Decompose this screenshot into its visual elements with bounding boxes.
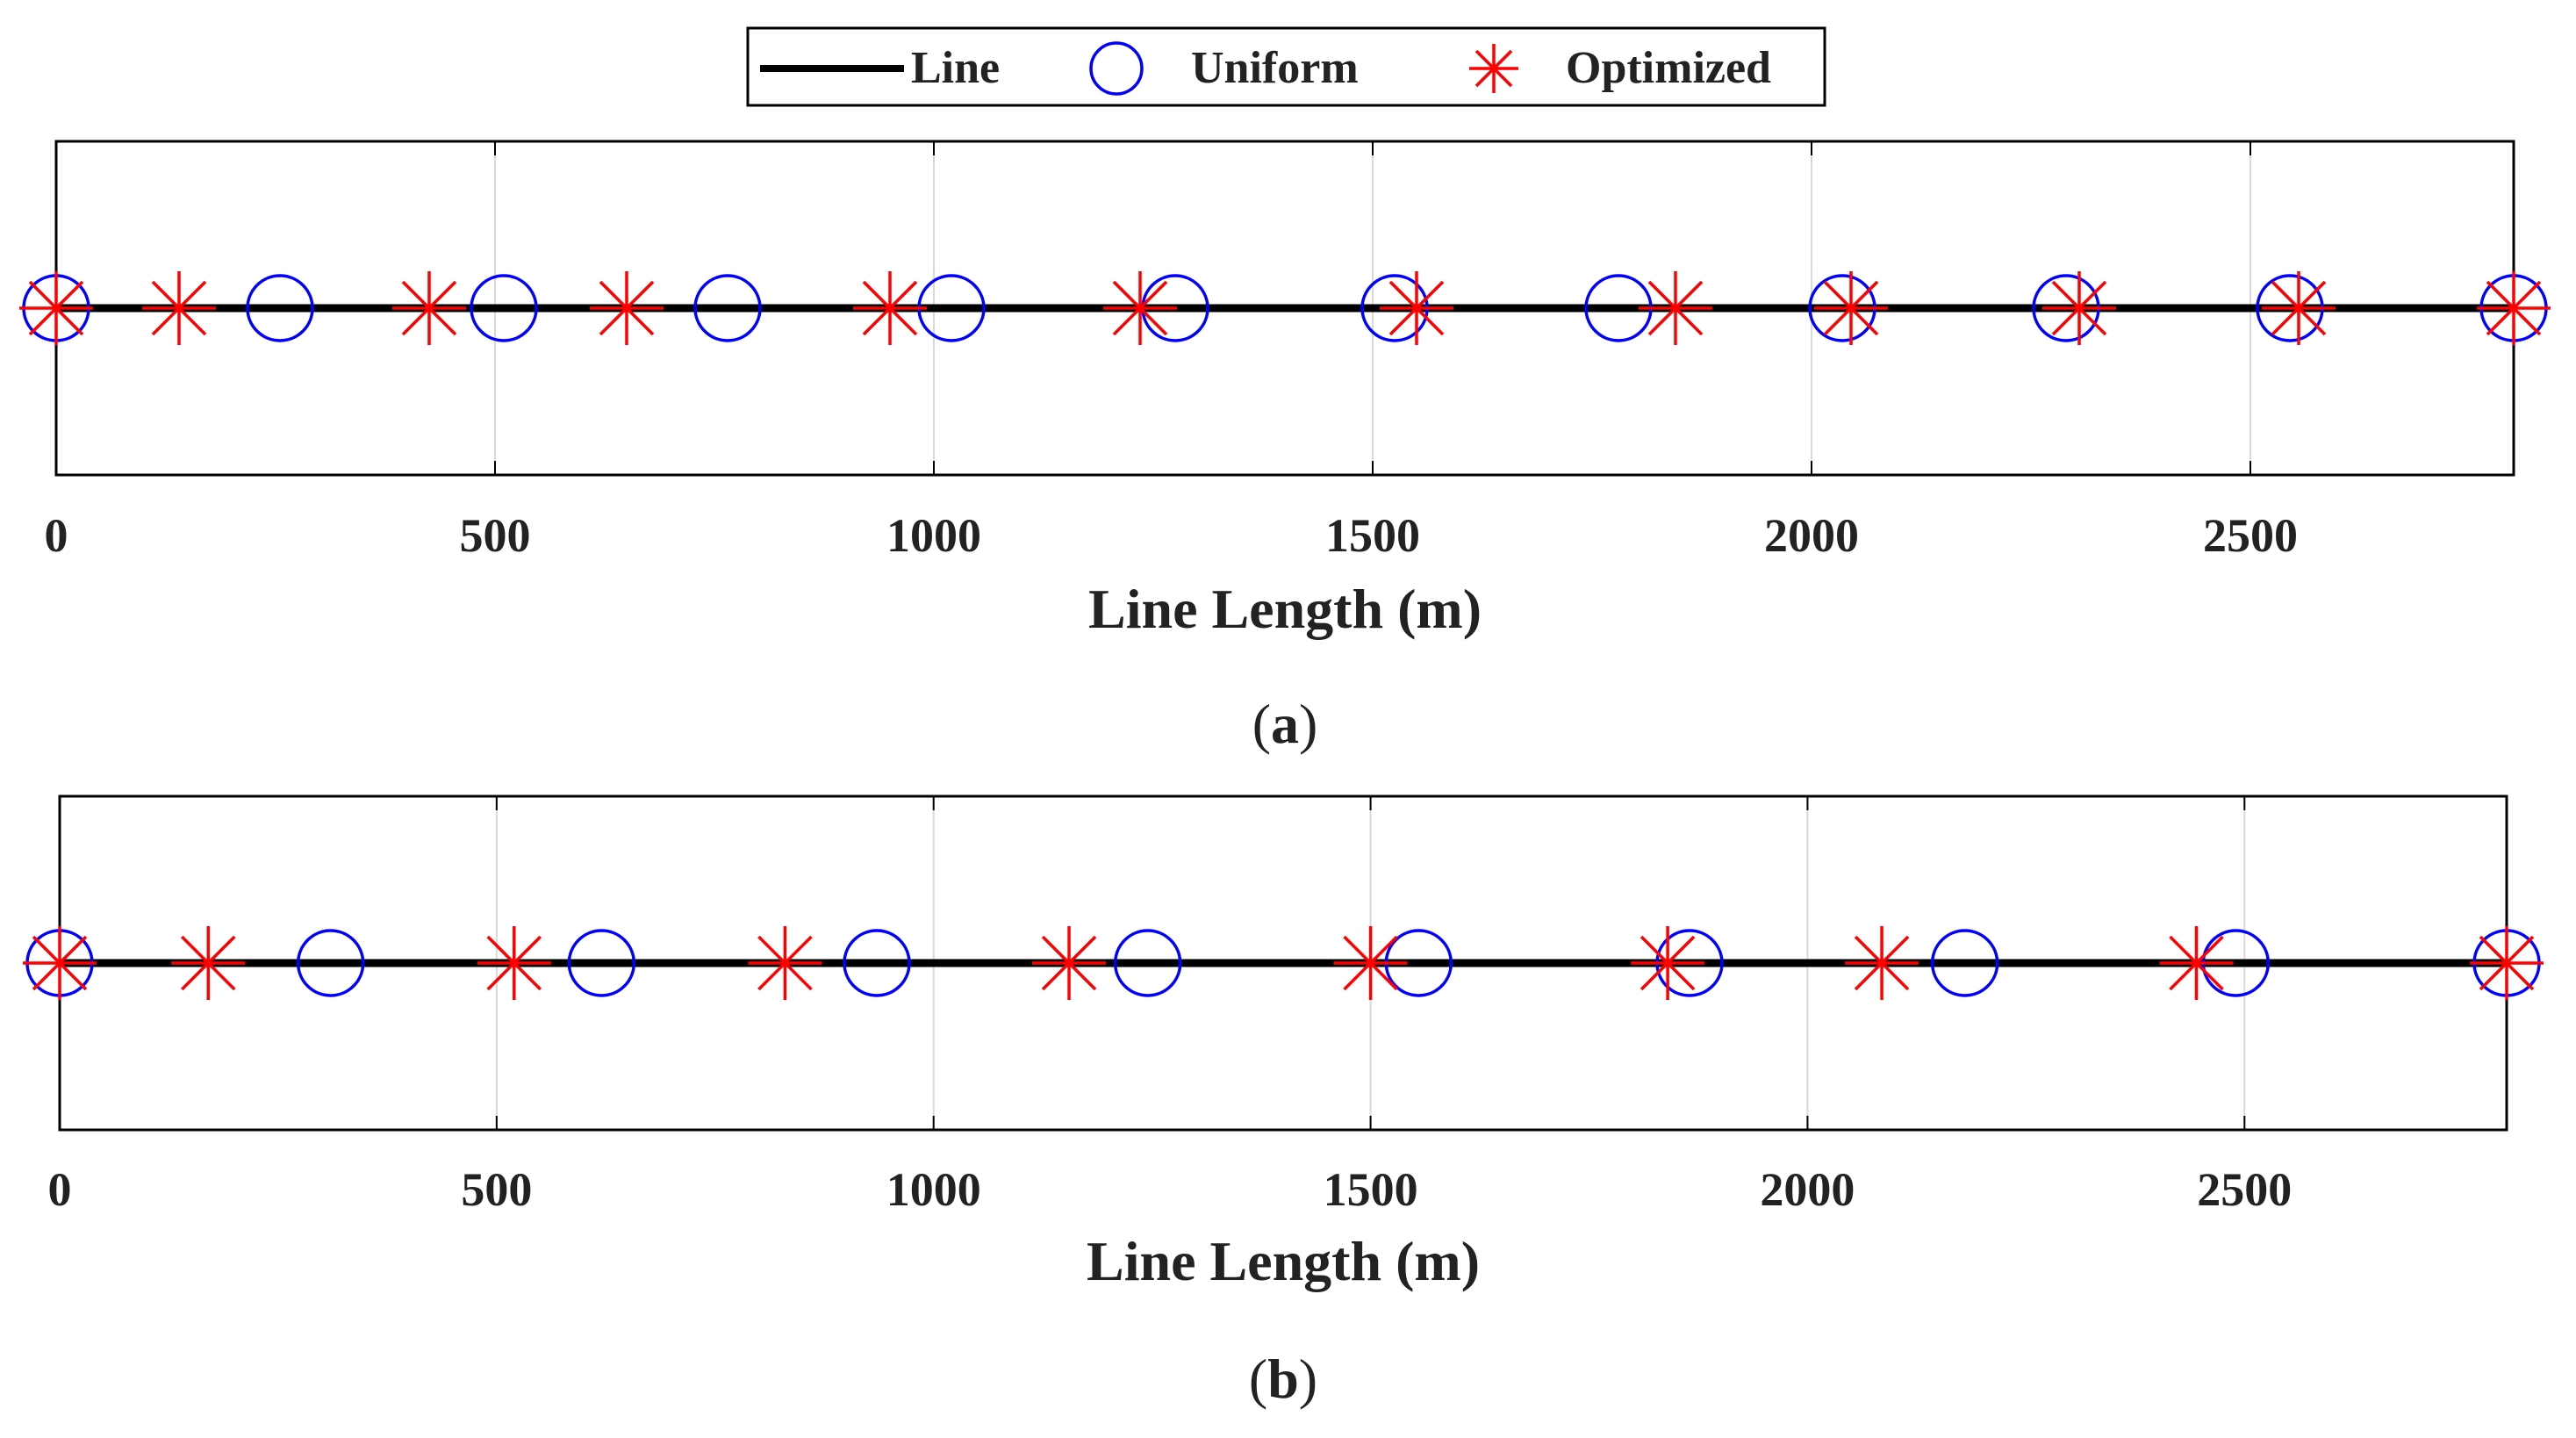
uniform-point [1113, 929, 1182, 997]
uniform-point [470, 274, 538, 342]
x-tick-label: 2000 [1760, 1163, 1855, 1216]
uniform-point [296, 929, 365, 997]
optimized-point [1814, 271, 1888, 345]
x-axis-label: Line Length (m) [1087, 1230, 1480, 1292]
x-tick-label: 1500 [1325, 509, 1420, 562]
optimized-point [748, 926, 822, 1000]
optimized-point [171, 926, 246, 1000]
x-tick-label: 1000 [886, 1163, 981, 1216]
optimized-point [392, 271, 466, 345]
panel-a: 0 500 1000 1500 2000 2500 Line Length (m) (a) [19, 140, 2551, 755]
legend-optimized-label: Optimized [1566, 43, 1771, 93]
x-tick-label: 2500 [2197, 1163, 2292, 1216]
uniform-point [567, 929, 636, 997]
optimized-point [1845, 926, 1919, 1000]
legend-box [746, 26, 1826, 107]
optimized-point [477, 926, 551, 1000]
optimized-point [2477, 271, 2551, 345]
x-tick-label: 2500 [2203, 509, 2298, 562]
panel-caption: (b) [1249, 1348, 1317, 1410]
x-tick-label: 1000 [886, 509, 981, 562]
x-tick-label: 500 [461, 1163, 532, 1216]
x-tick-label: 1500 [1324, 1163, 1418, 1216]
legend-uniform-label: Uniform [1191, 43, 1359, 93]
legend-optimized-swatch [1469, 44, 1518, 93]
optimized-point [853, 271, 927, 345]
optimized-point [19, 271, 93, 345]
optimized-point [1631, 926, 1705, 1000]
legend: Line Uniform Optimized [746, 26, 1826, 107]
optimized-point [23, 926, 97, 1000]
x-tick-label: 500 [460, 509, 531, 562]
optimized-point [590, 271, 664, 345]
optimized-point [1333, 926, 1408, 1000]
legend-line-label: Line [911, 43, 1000, 93]
optimized-point [2262, 271, 2336, 345]
uniform-point [246, 274, 314, 342]
optimized-point [2159, 926, 2234, 1000]
x-tick-label: 0 [48, 1163, 72, 1216]
x-tick-label: 2000 [1764, 509, 1859, 562]
optimized-point [2042, 271, 2116, 345]
optimized-point [1103, 271, 1177, 345]
optimized-point [1639, 271, 1712, 345]
legend-uniform-swatch [1089, 41, 1144, 96]
x-tick-label: 0 [45, 509, 68, 562]
uniform-point [1930, 929, 1999, 997]
uniform-point [843, 929, 911, 997]
optimized-point [142, 271, 216, 345]
optimized-point [2470, 926, 2544, 1000]
uniform-point [693, 274, 762, 342]
optimized-point [1380, 271, 1453, 345]
optimized-point [1032, 926, 1107, 1000]
panel-caption: (a) [1252, 693, 1318, 755]
panel-b: 0 500 1000 1500 2000 2500 Line Length (m) (b) [23, 794, 2544, 1410]
x-axis-label: Line Length (m) [1088, 578, 1482, 640]
